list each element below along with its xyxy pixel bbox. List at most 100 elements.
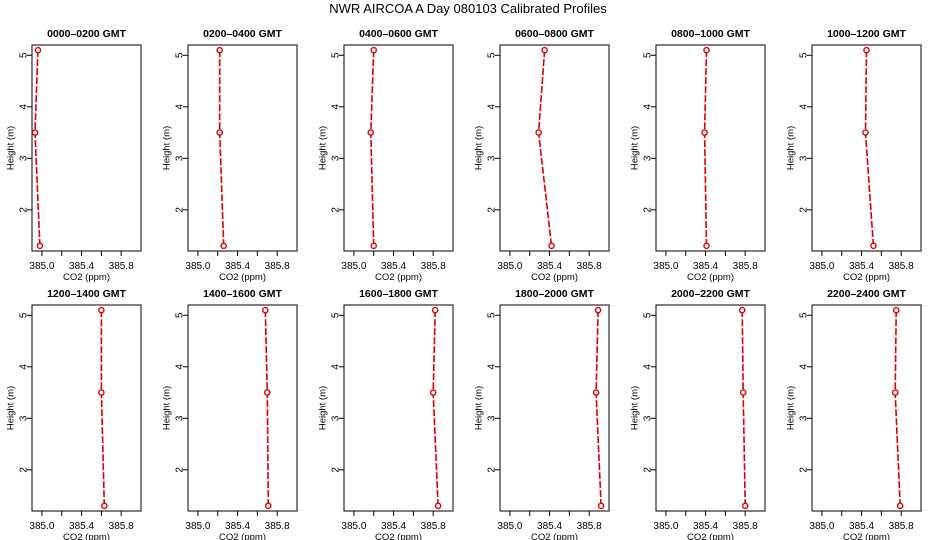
- y-tick-label: 2: [19, 207, 30, 213]
- series-line: [218, 50, 225, 246]
- x-tick-label: 385.0: [29, 521, 54, 532]
- y-axis-label: Height (m): [629, 126, 640, 170]
- x-tick-label: 385.4: [69, 261, 94, 272]
- x-tick-label: 385.8: [109, 521, 134, 532]
- plot-frame: [187, 304, 298, 512]
- data-point: [741, 502, 749, 510]
- y-axis-label: Height (m): [785, 126, 796, 170]
- y-tick-label: 4: [799, 364, 810, 370]
- plot-frame: [343, 304, 454, 512]
- x-axis-label: CO2 (ppm): [843, 532, 890, 540]
- y-axis-label: Height (m): [785, 386, 796, 430]
- y-tick-label: 3: [799, 415, 810, 421]
- y-tick-label: 3: [799, 155, 810, 161]
- y-tick-label: 3: [643, 415, 654, 421]
- x-tick-label: 385.4: [537, 521, 562, 532]
- panel-title: 1200–1400 GMT: [47, 288, 126, 300]
- data-point: [703, 46, 710, 54]
- x-tick-label: 385.8: [733, 521, 758, 532]
- x-tick-label: 385.8: [889, 261, 914, 272]
- data-point: [98, 389, 105, 396]
- x-axis-label: CO2 (ppm): [843, 272, 890, 283]
- y-tick-label: 2: [175, 207, 186, 213]
- data-point: [535, 129, 542, 136]
- series-line: [369, 50, 375, 246]
- data-point: [367, 129, 375, 136]
- figure-title: NWR AIRCOA A Day 080103 Calibrated Profi…: [329, 1, 607, 16]
- panel-title: 2000–2200 GMT: [671, 288, 750, 300]
- x-tick-label: 385.0: [341, 521, 366, 532]
- x-tick-label: 385.4: [225, 261, 250, 272]
- y-axis-label: Height (m): [5, 386, 16, 430]
- y-tick-label: 5: [175, 52, 186, 58]
- x-axis-label: CO2 (ppm): [531, 532, 578, 540]
- y-axis-label: Height (m): [317, 386, 328, 430]
- x-tick-label: 385.8: [733, 261, 758, 272]
- data-point: [592, 389, 600, 396]
- y-tick-label: 4: [643, 364, 654, 370]
- series-line: [595, 310, 602, 506]
- y-axis-label: Height (m): [161, 126, 172, 170]
- x-tick-label: 385.4: [537, 261, 562, 272]
- x-tick-label: 385.4: [381, 521, 406, 532]
- series-line: [703, 50, 708, 246]
- series-line: [864, 50, 875, 246]
- x-tick-label: 385.8: [577, 261, 602, 272]
- y-tick-label: 2: [643, 467, 654, 473]
- y-tick-label: 2: [487, 207, 498, 213]
- y-tick-label: 5: [487, 312, 498, 318]
- plot-frame: [655, 44, 766, 252]
- y-tick-label: 5: [331, 312, 342, 318]
- data-point: [34, 46, 42, 54]
- plot-frame: [499, 44, 610, 252]
- panel-title: 0000–0200 GMT: [47, 28, 126, 40]
- series-line: [537, 50, 553, 246]
- panel-title: 2200–2400 GMT: [827, 288, 906, 300]
- y-tick-label: 3: [175, 415, 186, 421]
- x-axis-label: CO2 (ppm): [531, 272, 578, 283]
- x-tick-label: 385.4: [849, 261, 874, 272]
- x-axis-label: CO2 (ppm): [219, 532, 266, 540]
- y-tick-label: 5: [19, 52, 30, 58]
- x-tick-label: 385.4: [693, 521, 718, 532]
- y-axis-label: Height (m): [473, 386, 484, 430]
- x-axis-label: CO2 (ppm): [63, 532, 110, 540]
- panel-title: 1400–1600 GMT: [203, 288, 282, 300]
- y-tick-label: 5: [487, 52, 498, 58]
- y-tick-label: 2: [799, 467, 810, 473]
- x-axis-label: CO2 (ppm): [375, 272, 422, 283]
- y-tick-label: 4: [19, 104, 30, 110]
- y-tick-label: 5: [175, 312, 186, 318]
- data-point: [261, 306, 269, 314]
- y-tick-label: 3: [487, 155, 498, 161]
- data-point: [739, 389, 747, 396]
- y-tick-label: 3: [487, 415, 498, 421]
- y-axis-label: Height (m): [161, 386, 172, 430]
- y-tick-label: 5: [799, 52, 810, 58]
- data-point: [216, 46, 224, 54]
- x-axis-label: CO2 (ppm): [687, 272, 734, 283]
- series-line: [741, 310, 746, 506]
- data-point: [431, 306, 439, 314]
- panel-title: 1600–1800 GMT: [359, 288, 438, 300]
- y-tick-label: 3: [19, 155, 30, 161]
- y-tick-label: 2: [643, 207, 654, 213]
- series-line: [432, 310, 439, 506]
- y-tick-label: 2: [19, 467, 30, 473]
- y-tick-label: 4: [175, 364, 186, 370]
- plot-frame: [655, 304, 766, 512]
- y-tick-label: 5: [643, 52, 654, 58]
- x-tick-label: 385.0: [653, 521, 678, 532]
- panel-title: 0600–0800 GMT: [515, 28, 594, 40]
- data-point: [98, 306, 105, 314]
- y-tick-label: 3: [175, 155, 186, 161]
- x-tick-label: 385.0: [29, 261, 54, 272]
